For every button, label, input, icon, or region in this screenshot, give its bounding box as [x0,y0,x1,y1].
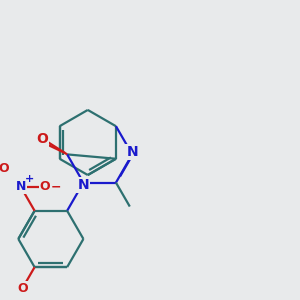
Text: O: O [37,132,48,145]
Text: +: + [25,174,34,184]
Text: O: O [0,162,9,175]
Text: O: O [40,180,50,193]
Text: N: N [78,178,89,192]
Text: N: N [16,180,26,193]
Text: O: O [17,282,28,295]
Text: N: N [126,145,138,159]
Text: −: − [50,180,61,193]
